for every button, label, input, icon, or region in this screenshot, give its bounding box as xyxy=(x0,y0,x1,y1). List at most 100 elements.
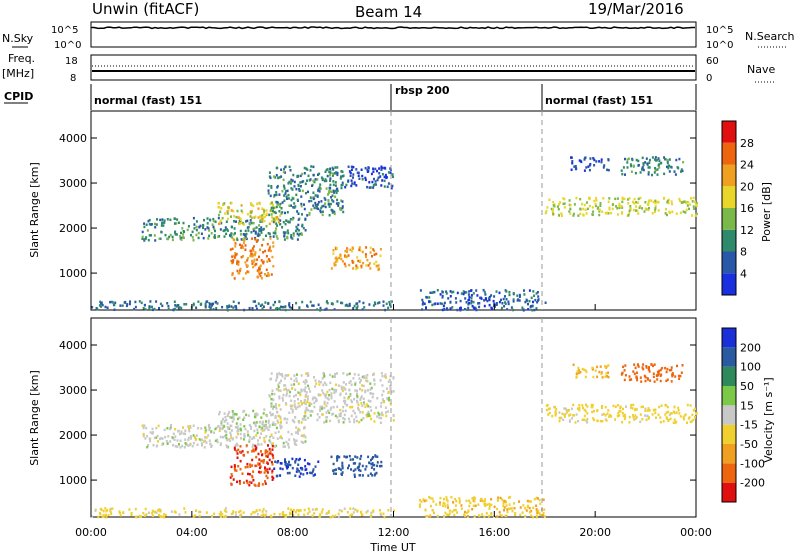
data-cell xyxy=(429,515,432,518)
data-cell xyxy=(568,210,571,213)
data-cell xyxy=(255,412,258,415)
data-cell xyxy=(156,444,158,447)
data-cell xyxy=(232,412,235,416)
data-cell xyxy=(228,415,231,419)
data-cell xyxy=(229,431,232,434)
data-cell xyxy=(445,290,448,293)
data-cell xyxy=(523,289,525,292)
data-cell xyxy=(668,164,670,167)
data-cell xyxy=(673,411,676,415)
data-cell xyxy=(287,388,290,392)
data-cell xyxy=(288,305,291,309)
data-cell xyxy=(274,431,277,435)
data-cell xyxy=(312,191,315,194)
data-cell xyxy=(359,381,361,384)
data-cell xyxy=(231,273,234,277)
data-cell xyxy=(299,174,302,178)
data-cell xyxy=(484,504,487,508)
data-cell xyxy=(309,414,312,417)
data-cell xyxy=(228,438,230,441)
data-cell xyxy=(425,306,427,309)
data-cell xyxy=(334,375,336,378)
data-cell xyxy=(308,404,311,407)
data-cell xyxy=(267,428,270,431)
data-cell xyxy=(177,304,180,307)
data-cell xyxy=(155,511,158,514)
data-cell xyxy=(347,372,350,376)
data-cell xyxy=(518,295,521,298)
data-cell xyxy=(695,203,698,206)
data-cell xyxy=(642,162,645,165)
data-cell xyxy=(620,212,623,215)
data-cell xyxy=(102,509,105,513)
data-cell xyxy=(356,456,359,459)
data-cell xyxy=(488,298,491,302)
data-cell xyxy=(387,380,390,383)
data-cell xyxy=(239,450,241,454)
data-cell xyxy=(343,413,346,417)
data-cell xyxy=(304,414,307,418)
data-cell xyxy=(495,290,498,293)
data-cell xyxy=(295,431,297,434)
data-cell xyxy=(287,182,290,185)
data-cell xyxy=(175,222,178,225)
data-cell xyxy=(505,298,508,301)
data-cell xyxy=(654,204,657,208)
data-cell xyxy=(308,200,311,203)
data-cell xyxy=(340,301,343,305)
data-cell xyxy=(268,213,271,217)
data-cell xyxy=(340,509,343,513)
data-cell xyxy=(363,306,366,309)
data-cell xyxy=(290,399,293,402)
data-cell xyxy=(600,371,603,374)
data-cell xyxy=(134,515,137,518)
data-cell xyxy=(241,450,244,453)
data-cell xyxy=(646,409,649,412)
data-cell xyxy=(261,217,264,221)
data-cell xyxy=(230,436,233,439)
data-cell xyxy=(285,374,288,377)
data-cell xyxy=(669,412,672,415)
data-cell xyxy=(272,456,275,460)
data-cell xyxy=(251,464,254,467)
data-cell xyxy=(295,301,298,305)
data-cell xyxy=(241,472,244,475)
data-cell xyxy=(482,288,485,292)
data-cell xyxy=(382,512,385,515)
data-cell xyxy=(211,302,214,306)
data-cell xyxy=(203,446,206,449)
data-cell xyxy=(642,363,645,366)
data-cell xyxy=(508,496,510,499)
data-cell xyxy=(335,202,338,205)
data-cell xyxy=(319,405,322,409)
data-cell xyxy=(656,378,659,381)
data-cell xyxy=(381,398,384,401)
data-cell xyxy=(586,417,589,421)
data-cell xyxy=(229,476,232,479)
data-cell xyxy=(329,408,332,411)
data-cell xyxy=(390,186,393,190)
data-cell xyxy=(128,302,131,306)
data-cell xyxy=(155,436,158,439)
data-cell xyxy=(251,247,254,250)
data-cell xyxy=(371,462,374,465)
data-cell xyxy=(338,207,341,210)
data-cell xyxy=(155,426,158,430)
data-cell xyxy=(260,226,263,229)
data-cell xyxy=(250,252,253,256)
data-cell xyxy=(314,385,317,388)
data-cell xyxy=(287,463,290,466)
data-cell xyxy=(662,197,665,200)
data-cell xyxy=(619,410,622,413)
data-cell xyxy=(611,203,614,206)
data-cell xyxy=(323,402,326,406)
data-cell xyxy=(336,189,339,193)
data-cell xyxy=(631,158,634,162)
data-cell xyxy=(634,414,637,417)
data-cell xyxy=(627,157,630,160)
data-cell xyxy=(240,513,243,516)
data-cell xyxy=(372,248,375,251)
data-cell xyxy=(331,413,334,416)
data-cell xyxy=(587,165,590,168)
data-cell xyxy=(673,170,676,173)
